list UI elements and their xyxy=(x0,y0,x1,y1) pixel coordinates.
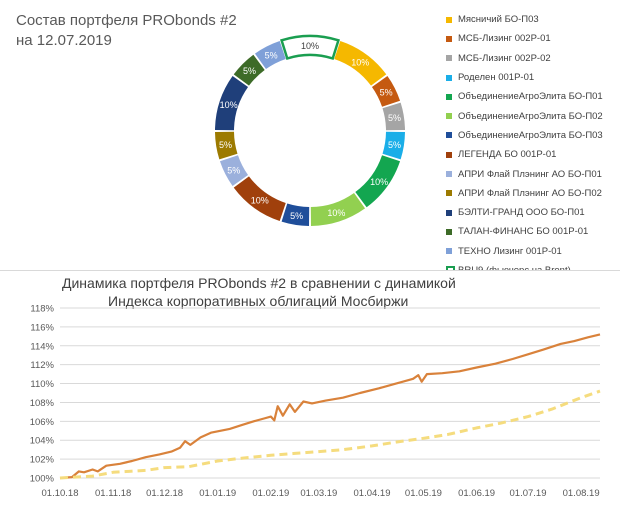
y-tick-label-10: 118% xyxy=(30,304,54,315)
x-tick-label-1: 01.10.18 xyxy=(42,488,79,499)
y-tick-label-3: 104% xyxy=(30,436,55,447)
donut-slice-label-6: 10% xyxy=(327,208,345,218)
donut-slice-9 xyxy=(219,155,249,187)
legend-item-12: ТАЛАН-ФИНАНС БО 001Р-01 xyxy=(446,222,620,241)
legend-item-13: ТЕХНО Лизинг 001Р-01 xyxy=(446,242,620,261)
legend-swatch-1 xyxy=(446,16,452,23)
x-tick-label-10: 01.07.19 xyxy=(510,488,547,499)
line-title-line1: Динамика портфеля PRObonds #2 в сравнени… xyxy=(62,275,456,291)
legend-swatch-13 xyxy=(446,248,452,255)
legend-label-12: ТАЛАН-ФИНАНС БО 001Р-01 xyxy=(458,226,589,238)
donut-slice-4 xyxy=(382,131,405,160)
x-tick-label-9: 01.06.19 xyxy=(458,488,495,499)
x-tick-label-3: 01.12.18 xyxy=(146,488,183,499)
y-tick-label-8: 114% xyxy=(30,341,54,352)
donut-slice-8 xyxy=(233,176,286,222)
legend-item-1: Мясничий БО-П03 xyxy=(446,10,620,29)
y-tick-label-5: 108% xyxy=(30,398,55,409)
x-tick-label-5: 01.02.19 xyxy=(252,488,289,499)
donut-slice-10 xyxy=(215,131,238,160)
portfolio-composition-panel: Состав портфеля PRObonds #2 на 12.07.201… xyxy=(16,12,603,276)
legend-item-3: МСБ-Лизинг 002Р-02 xyxy=(446,49,620,68)
donut-slice-3 xyxy=(382,102,405,131)
donut-slice-2 xyxy=(371,75,401,107)
legend-swatch-6 xyxy=(446,113,452,120)
x-tick-label-7: 01.04.19 xyxy=(354,488,391,499)
legend-label-5: ОбъединениеАгроЭлита БО-П01 xyxy=(458,91,603,103)
portfolio-dynamics-panel: Динамика портфеля PRObonds #2 в сравнени… xyxy=(0,270,620,510)
legend-item-10: АПРИ Флай Плэнинг АО БО-П02 xyxy=(446,184,620,203)
donut-slice-label-1: 10% xyxy=(351,57,369,67)
x-tick-label-2: 01.11.18 xyxy=(95,488,131,499)
donut-slice-7 xyxy=(281,203,310,226)
legend-label-3: МСБ-Лизинг 002Р-02 xyxy=(458,52,551,64)
donut-slice-label-8: 10% xyxy=(251,196,269,206)
donut-slice-label-9: 5% xyxy=(227,165,240,175)
donut-slice-label-7: 5% xyxy=(290,211,303,221)
pie-title-line1: Состав портфеля PRObonds #2 xyxy=(16,12,237,29)
legend-swatch-7 xyxy=(446,132,452,139)
legend-label-13: ТЕХНО Лизинг 001Р-01 xyxy=(458,245,562,257)
series-line-1 xyxy=(59,333,601,480)
legend-item-11: БЭЛТИ-ГРАНД ООО БО-П01 xyxy=(446,203,620,222)
legend-swatch-11 xyxy=(446,209,452,216)
legend-label-4: Роделен 001Р-01 xyxy=(458,72,535,84)
y-tick-label-6: 110% xyxy=(30,379,54,390)
legend-item-9: АПРИ Флай Плэнинг АО БО-П01 xyxy=(446,164,620,183)
y-tick-label-1: 100% xyxy=(30,474,55,485)
x-tick-label-4: 01.01.19 xyxy=(199,488,236,499)
legend-label-11: БЭЛТИ-ГРАНД ООО БО-П01 xyxy=(458,207,585,219)
legend-label-9: АПРИ Флай Плэнинг АО БО-П01 xyxy=(458,168,602,180)
legend-label-6: ОбъединениеАгроЭлита БО-П02 xyxy=(458,110,603,122)
donut-slice-label-3: 5% xyxy=(388,113,401,123)
donut-slice-1 xyxy=(334,40,387,86)
legend-swatch-5 xyxy=(446,93,452,100)
donut-slice-13 xyxy=(254,40,286,70)
legend-item-2: МСБ-Лизинг 002Р-01 xyxy=(446,29,620,48)
y-tick-label-9: 116% xyxy=(30,322,54,333)
legend-item-5: ОбъединениеАгроЭлита БО-П01 xyxy=(446,87,620,106)
legend-item-8: ЛЕГЕНДА БО 001Р-01 xyxy=(446,145,620,164)
donut-slice-label-2: 5% xyxy=(380,88,393,98)
x-tick-label-6: 01.03.19 xyxy=(300,488,337,499)
donut-slice-label-5: 10% xyxy=(370,177,388,187)
legend-item-6: ОбъединениеАгроЭлита БО-П02 xyxy=(446,106,620,125)
legend-swatch-4 xyxy=(446,74,452,81)
donut-slice-12 xyxy=(233,54,265,86)
donut-slice-label-12: 5% xyxy=(243,66,256,76)
x-tick-label-11: 01.08.19 xyxy=(563,488,600,499)
pie-title-line2: на 12.07.2019 xyxy=(16,32,112,49)
legend-swatch-2 xyxy=(446,35,452,42)
pie-legend: Мясничий БО-П03 МСБ-Лизинг 002Р-01 МСБ-Лиз… xyxy=(446,10,620,280)
legend-item-4: Роделен 001Р-01 xyxy=(446,68,620,87)
series-line-2 xyxy=(59,389,601,480)
portfolio-dynamics-line-chart: 100% 102% 104% 106% 108% 110% 112% 114% 116% 118%… xyxy=(30,304,601,499)
donut-slice-5 xyxy=(355,155,401,208)
legend-label-2: МСБ-Лизинг 002Р-01 xyxy=(458,33,551,45)
donut-slice-11 xyxy=(215,75,249,131)
legend-label-10: АПРИ Флай Плэнинг АО БО-П02 xyxy=(458,187,602,199)
donut-slice-label-13: 5% xyxy=(265,50,278,60)
legend-swatch-10 xyxy=(446,190,452,197)
y-tick-label-2: 102% xyxy=(30,455,55,466)
donut-slice-label-10: 5% xyxy=(219,140,232,150)
donut-slice-label-14: 10% xyxy=(301,41,319,51)
legend-swatch-9 xyxy=(446,171,452,178)
donut-slice-6 xyxy=(310,192,366,226)
legend-swatch-12 xyxy=(446,228,452,235)
legend-label-1: Мясничий БО-П03 xyxy=(458,14,539,26)
donut-slice-label-4: 5% xyxy=(388,140,401,150)
legend-item-7: ОбъединениеАгроЭлита БО-П03 xyxy=(446,126,620,145)
donut-slice-label-11: 10% xyxy=(220,100,238,110)
y-tick-label-7: 112% xyxy=(30,360,54,371)
legend-label-8: ЛЕГЕНДА БО 001Р-01 xyxy=(458,149,557,161)
legend-swatch-8 xyxy=(446,151,452,158)
line-title-line2: Индекса корпоративных облигаций Мосбиржи xyxy=(108,293,409,309)
y-tick-label-4: 106% xyxy=(30,417,55,428)
portfolio-donut-chart: 10% 5% 5% 5% 10% 10% 5% 10% 5% 5% 10% 5% 5% 10% xyxy=(215,34,405,226)
legend-swatch-3 xyxy=(446,55,452,62)
donut-slice-14 xyxy=(280,34,340,61)
x-tick-label-8: 01.05.19 xyxy=(405,488,442,499)
legend-label-7: ОбъединениеАгроЭлита БО-П03 xyxy=(458,129,603,141)
